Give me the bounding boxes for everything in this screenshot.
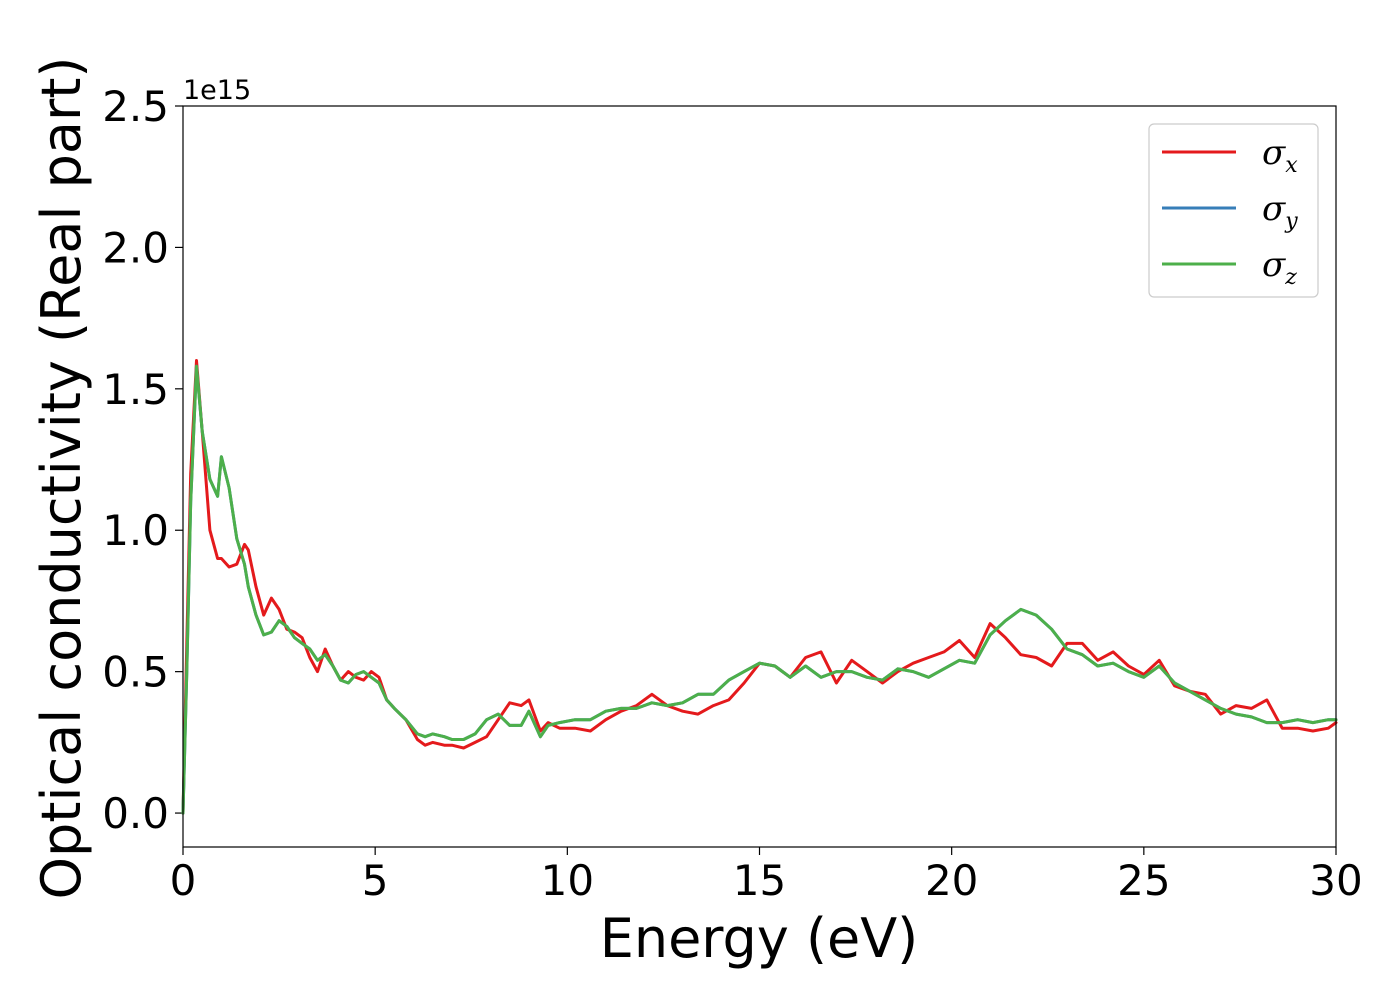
x-axis-ticks: 0 5 10 15 20 25 30 [170,847,1363,905]
y-tick-label: 1.0 [102,506,169,555]
y-tick-label: 0.0 [102,789,169,838]
legend-label-y: σy [1262,189,1298,234]
y-axis-title: Optical conductivity (Real part) [30,57,93,900]
x-axis-title: Energy (eV) [600,907,919,970]
legend-symbol: σ [1262,245,1286,285]
y-offset-label: 1e15 [183,75,251,106]
x-tick-label: 15 [733,856,786,905]
y-tick-label: 2.0 [102,223,169,272]
legend-symbol: σ [1262,133,1286,173]
plot-lines [181,359,1338,815]
x-tick-label: 20 [925,856,978,905]
legend-subscript: z [1284,265,1297,290]
plot-frame [182,105,1337,848]
y-tick-label: 0.5 [102,648,169,697]
legend-subscript: x [1285,153,1298,178]
x-tick-label: 10 [541,856,594,905]
legend-symbol: σ [1262,189,1286,229]
legend-label-x: σx [1262,133,1298,178]
legend-box [1148,123,1319,298]
y-axis-ticks: 0.0 0.5 1.0 1.5 2.0 2.5 [102,82,183,838]
legend-label-z: σz [1262,245,1297,290]
x-tick-label: 30 [1309,856,1362,905]
y-tick-label: 2.5 [102,82,169,131]
x-tick-label: 5 [362,856,389,905]
legend-subscript: y [1284,209,1298,234]
x-tick-label: 25 [1117,856,1170,905]
x-tick-label: 0 [170,856,197,905]
series-line-z [181,364,1338,815]
y-tick-label: 1.5 [102,365,169,414]
